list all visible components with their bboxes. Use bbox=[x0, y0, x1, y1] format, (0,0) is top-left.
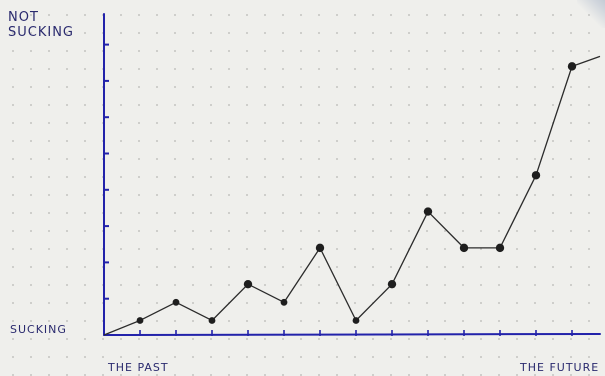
data-point bbox=[531, 171, 541, 180]
data-point bbox=[352, 317, 360, 324]
data-point bbox=[315, 243, 325, 253]
x-axis-left-label: THE PAST bbox=[108, 361, 169, 374]
x-axis-right-label: THE FUTURE bbox=[520, 361, 600, 374]
data-point bbox=[280, 298, 288, 306]
paper-corner-shadow bbox=[577, 0, 605, 28]
data-point bbox=[208, 317, 216, 324]
data-point bbox=[243, 279, 253, 289]
data-point bbox=[459, 243, 469, 253]
data-point bbox=[172, 298, 180, 306]
data-points bbox=[136, 62, 577, 324]
data-point bbox=[423, 207, 433, 216]
x-axis-line bbox=[103, 333, 601, 336]
series-line bbox=[103, 55, 601, 336]
axes bbox=[103, 13, 601, 336]
y-axis-top-label: NOT SUCKING bbox=[8, 10, 75, 40]
data-point bbox=[136, 317, 144, 324]
trend-line bbox=[103, 55, 601, 336]
data-point bbox=[387, 279, 397, 289]
data-point bbox=[495, 243, 505, 253]
data-point bbox=[567, 62, 577, 71]
y-axis-bottom-label: SUCKING bbox=[10, 323, 67, 336]
